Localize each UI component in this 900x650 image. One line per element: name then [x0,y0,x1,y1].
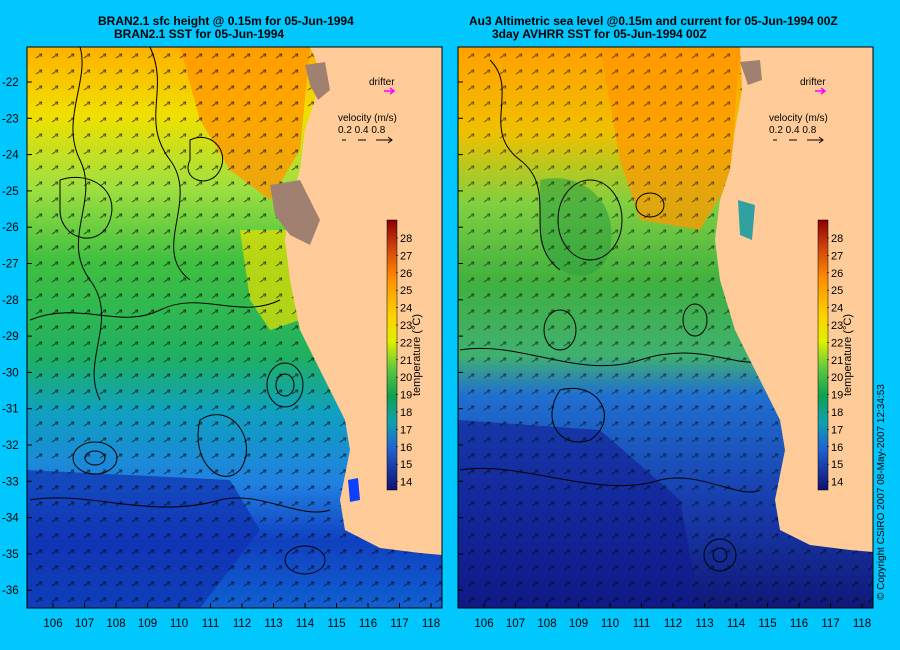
right-velocity-label: velocity (m/s) [769,113,828,124]
left-legend: drifter velocity (m/s) 0.2 0.4 0.8 [338,77,397,144]
left-map-panel [26,46,443,609]
left-lon-label-117: 117 [390,618,408,630]
lat-label-left--30: -30 [2,367,19,379]
left-lon-label-110: 110 [170,618,188,630]
right-lon-label-118: 118 [853,618,871,630]
left-velocity-label: velocity (m/s) [338,113,397,124]
left-drifter-label: drifter [369,77,395,88]
left-colorbar-tick-17: 17 [400,424,412,436]
right-legend: drifter velocity (m/s) 0.2 0.4 0.8 [769,77,828,144]
right-drifter-arrow-icon [815,87,827,95]
longitude-axis: 106 107 108 109 110 111 112 113 114 115 116 117 118 1… [43,603,871,630]
right-colorbar-tick-25: 25 [831,285,843,297]
right-colorbar-tick-27: 27 [831,250,843,262]
left-colorbar: temperature (°C) [386,219,423,491]
lat-label-left--31: -31 [2,404,19,416]
left-colorbar-tick-20: 20 [400,372,412,384]
right-lon-label-108: 108 [537,618,556,630]
lat-label-left--35: -35 [2,549,19,561]
left-drifter-arrow-icon [384,87,396,95]
right-lon-label-115: 115 [758,618,776,630]
left-lon-label-109: 109 [138,618,157,630]
left-colorbar-tick-24: 24 [400,303,412,315]
right-lon-label-109: 109 [569,618,588,630]
right-colorbar-tick-17: 17 [831,424,843,436]
left-colorbar-tick-25: 25 [400,285,412,297]
right-lon-label-113: 113 [695,618,713,630]
right-colorbar-tick-14: 14 [831,477,843,489]
right-colorbar-tick-18: 18 [831,407,843,419]
right-lon-label-117: 117 [821,618,839,630]
right-map-panel [457,46,874,609]
right-velocity-scale-icon [773,136,824,144]
left-lon-label-115: 115 [327,618,345,630]
left-colorbar-tick-14: 14 [400,477,412,489]
right-lon-label-112: 112 [664,618,682,630]
right-lon-label-110: 110 [601,618,619,630]
right-colorbar-tick-16: 16 [831,442,843,454]
left-lon-label-112: 112 [233,618,251,630]
left-velocity-values: 0.2 0.4 0.8 [338,125,386,136]
left-colorbar-tick-23: 23 [400,320,412,332]
right-colorbar-tick-23: 23 [831,320,843,332]
left-lon-label-113: 113 [264,618,282,630]
lat-label-left--34: -34 [2,513,19,525]
latitude-axis: -22 -23 -24 -25 -26 -27 -28 -29 -30 -31 -32 -33 -34 -… [2,77,463,597]
left-colorbar-tick-28: 28 [400,233,412,245]
right-lon-label-106: 106 [474,618,493,630]
right-lon-label-114: 114 [727,618,746,630]
left-colorbar-tick-21: 21 [400,355,412,367]
copyright-text: © Copyright CSIRO 2007 08-May-2007 12:34… [876,384,887,600]
left-title-line2: BRAN2.1 SST for 05-Jun-1994 [114,27,285,41]
left-lon-label-108: 108 [106,618,125,630]
right-colorbar-tick-19: 19 [831,390,843,402]
right-colorbar-tick-28: 28 [831,233,843,245]
right-lon-label-111: 111 [633,618,650,630]
left-lon-label-107: 107 [75,618,94,630]
left-lon-label-118: 118 [422,618,440,630]
left-lon-label-116: 116 [359,618,377,630]
left-lon-label-111: 111 [202,618,219,630]
lat-label-left--27: -27 [2,259,19,271]
right-colorbar-tick-24: 24 [831,303,843,315]
right-lon-label-107: 107 [506,618,525,630]
lat-label-left--26: -26 [2,222,19,234]
left-colorbar-tick-18: 18 [400,407,412,419]
left-colorbar-tick-19: 19 [400,390,412,402]
right-title-line1: Au3 Altimetric sea level @0.15m and curr… [469,14,838,28]
left-velocity-scale-icon [342,136,393,144]
lat-label-left--36: -36 [2,585,19,597]
lat-label-left--22: -22 [2,77,19,89]
left-lon-label-106: 106 [43,618,62,630]
left-colorbar-tick-22: 22 [400,337,412,349]
right-colorbar-tick-21: 21 [831,355,843,367]
left-colorbar-tick-26: 26 [400,268,412,280]
right-colorbar-tick-22: 22 [831,337,843,349]
left-colorbar-tick-15: 15 [400,459,412,471]
left-colorbar-tick-16: 16 [400,442,412,454]
right-colorbar-label: temperature (°C) [842,314,854,396]
right-colorbar-tick-26: 26 [831,268,843,280]
lat-label-left--29: -29 [2,331,19,343]
right-colorbar: temperature (°C) [817,219,854,491]
lat-label-left--28: -28 [2,295,19,307]
lat-label-left--33: -33 [2,476,19,488]
right-lon-label-116: 116 [790,618,808,630]
right-drifter-label: drifter [800,77,826,88]
right-velocity-values: 0.2 0.4 0.8 [769,125,817,136]
right-title-line2: 3day AVHRR SST for 05-Jun-1994 00Z [492,27,707,41]
right-colorbar-tick-20: 20 [831,372,843,384]
right-colorbar-tick-15: 15 [831,459,843,471]
colorbar-tick-labels: 28 27 26 25 24 23 22 21 20 19 18 17 16 15 14 28 27 26 25 24… [396,233,843,489]
lat-label-left--23: -23 [2,113,19,125]
left-colorbar-tick-27: 27 [400,250,412,262]
lat-label-left--32: -32 [2,440,19,452]
lat-label-left--24: -24 [2,150,19,162]
lat-label-left--25: -25 [2,186,19,198]
left-lon-label-114: 114 [296,618,315,630]
left-colorbar-label: temperature (°C) [411,314,423,396]
left-title-line1: BRAN2.1 sfc height @ 0.15m for 05-Jun-19… [98,14,354,28]
